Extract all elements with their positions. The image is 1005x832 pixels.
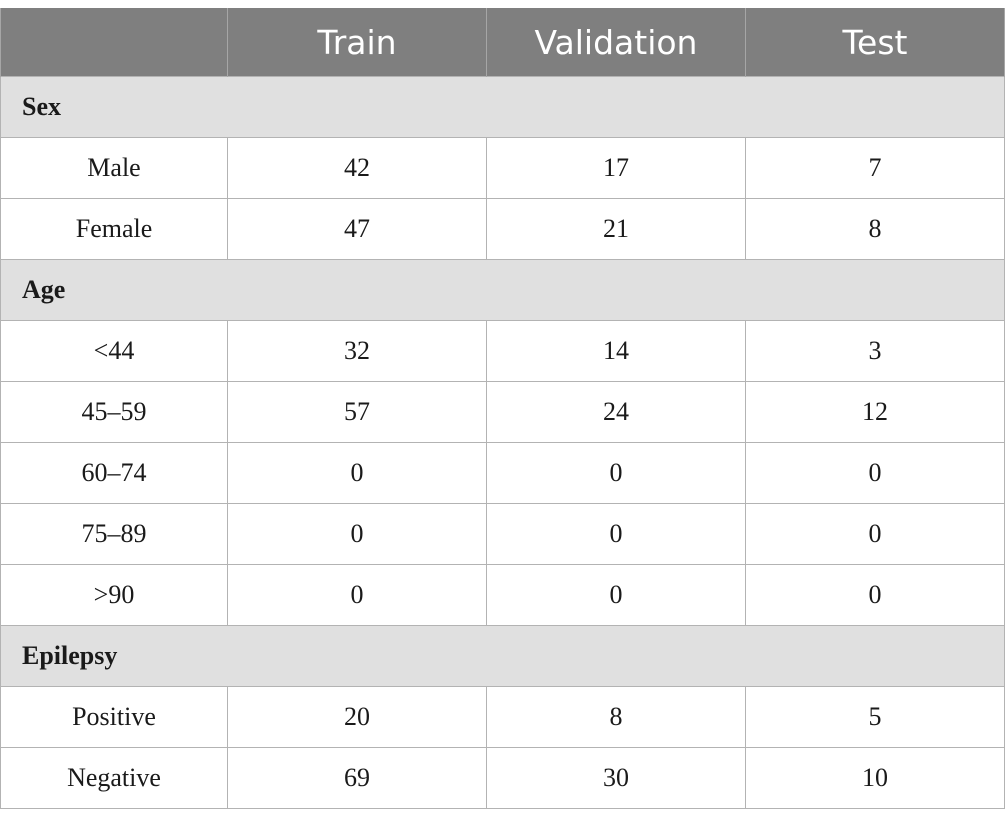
train-value: 0 <box>227 442 487 504</box>
test-value: 12 <box>745 381 1005 443</box>
section-title: Sex <box>0 76 1005 138</box>
test-value: 0 <box>745 442 1005 504</box>
header-empty-cell <box>0 8 228 77</box>
row-label: 45–59 <box>0 381 228 443</box>
table-row: >90 0 0 0 <box>0 564 1005 626</box>
validation-value: 8 <box>486 686 746 748</box>
table-row: Negative 69 30 10 <box>0 747 1005 809</box>
test-value: 8 <box>745 198 1005 260</box>
validation-value: 24 <box>486 381 746 443</box>
row-label: <44 <box>0 320 228 382</box>
header-row: Train Validation Test <box>0 8 1005 77</box>
table-row: 60–74 0 0 0 <box>0 442 1005 504</box>
section-row-sex: Sex <box>0 76 1005 138</box>
table-row: 75–89 0 0 0 <box>0 503 1005 565</box>
row-label: Male <box>0 137 228 199</box>
test-value: 10 <box>745 747 1005 809</box>
header-validation: Validation <box>486 8 746 77</box>
data-table-container: Train Validation Test Sex Male 42 17 7 F… <box>0 8 1005 809</box>
section-row-epilepsy: Epilepsy <box>0 625 1005 687</box>
validation-value: 14 <box>486 320 746 382</box>
validation-value: 17 <box>486 137 746 199</box>
validation-value: 21 <box>486 198 746 260</box>
table-row: 45–59 57 24 12 <box>0 381 1005 443</box>
test-value: 7 <box>745 137 1005 199</box>
test-value: 3 <box>745 320 1005 382</box>
validation-value: 0 <box>486 564 746 626</box>
train-value: 0 <box>227 564 487 626</box>
row-label: Female <box>0 198 228 260</box>
table-row: Positive 20 8 5 <box>0 686 1005 748</box>
train-value: 47 <box>227 198 487 260</box>
row-label: Positive <box>0 686 228 748</box>
header-test: Test <box>745 8 1005 77</box>
data-table: Train Validation Test Sex Male 42 17 7 F… <box>0 8 1005 809</box>
row-label: >90 <box>0 564 228 626</box>
train-value: 57 <box>227 381 487 443</box>
row-label: 60–74 <box>0 442 228 504</box>
section-title: Epilepsy <box>0 625 1005 687</box>
section-row-age: Age <box>0 259 1005 321</box>
validation-value: 30 <box>486 747 746 809</box>
section-title: Age <box>0 259 1005 321</box>
validation-value: 0 <box>486 503 746 565</box>
train-value: 0 <box>227 503 487 565</box>
test-value: 5 <box>745 686 1005 748</box>
table-row: Male 42 17 7 <box>0 137 1005 199</box>
row-label: 75–89 <box>0 503 228 565</box>
header-train: Train <box>227 8 487 77</box>
train-value: 69 <box>227 747 487 809</box>
train-value: 32 <box>227 320 487 382</box>
table-row: Female 47 21 8 <box>0 198 1005 260</box>
test-value: 0 <box>745 503 1005 565</box>
train-value: 20 <box>227 686 487 748</box>
train-value: 42 <box>227 137 487 199</box>
row-label: Negative <box>0 747 228 809</box>
table-row: <44 32 14 3 <box>0 320 1005 382</box>
test-value: 0 <box>745 564 1005 626</box>
validation-value: 0 <box>486 442 746 504</box>
